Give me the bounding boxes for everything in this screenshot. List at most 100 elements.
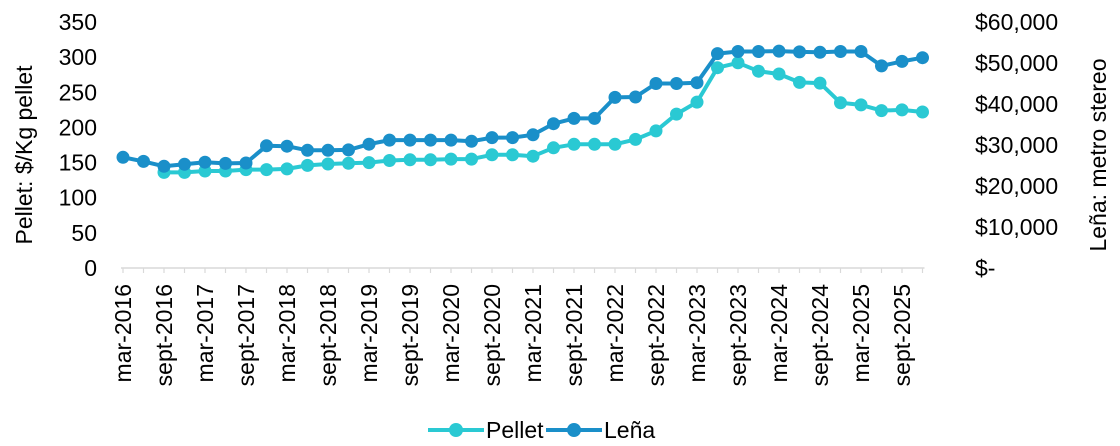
pellet-data-point <box>383 154 396 167</box>
y-right-tick-label: $20,000 <box>975 173 1058 199</box>
x-tick-label: sept-2020 <box>479 284 505 386</box>
lena-data-point <box>198 155 212 169</box>
y-axis-left-label: Pellet: $/Kg pellet <box>11 65 37 245</box>
pellet-data-point <box>813 76 827 90</box>
lena-data-point <box>731 45 745 58</box>
lena-data-point <box>793 45 806 59</box>
y-left-tick-label: 150 <box>59 150 97 176</box>
x-tick-label: mar-2024 <box>766 284 792 383</box>
pellet-data-point <box>424 153 437 167</box>
legend-marker-lena <box>567 423 581 437</box>
y-axis-right-label: Leña: metro stereo <box>1085 58 1111 251</box>
pellet-data-point <box>895 103 909 117</box>
lena-data-point <box>465 134 478 148</box>
pellet-data-point <box>731 56 745 70</box>
pellet-data-point <box>608 137 622 151</box>
pellet-data-point <box>752 64 765 78</box>
y-right-tick-label: $30,000 <box>975 132 1058 158</box>
x-tick-label: sept-2025 <box>889 284 915 386</box>
y-right-tick-label: $10,000 <box>975 214 1058 240</box>
y-right-tick-label: $60,000 <box>975 9 1058 35</box>
x-axis: mar-2016 sept-2016 mar-2017 sept-2017 mar-20… <box>110 268 924 387</box>
lena-data-point <box>362 137 376 151</box>
lena-data-point <box>649 77 663 90</box>
x-tick-label: mar-2019 <box>356 284 382 382</box>
y-right-tick-label: $50,000 <box>975 50 1058 76</box>
y-left-tick-label: 200 <box>59 114 97 140</box>
lena-data-point <box>752 45 765 58</box>
lena-data-point <box>280 139 294 153</box>
lena-data-point <box>588 111 601 125</box>
y-left-tick-label: 100 <box>59 185 97 211</box>
pellet-data-point <box>690 95 704 109</box>
lena-data-point <box>506 131 519 145</box>
lena-data-point <box>711 47 724 61</box>
pellet-data-point <box>526 149 540 163</box>
x-tick-label: mar-2023 <box>684 284 710 382</box>
lena-data-point <box>342 143 355 157</box>
pellet-data-point <box>670 107 683 121</box>
x-tick-label: sept-2019 <box>397 284 423 386</box>
pellet-data-point <box>567 137 581 151</box>
lena-data-point <box>875 59 888 73</box>
plot-area <box>116 44 929 179</box>
x-tick-label: sept-2024 <box>807 284 833 387</box>
lena-data-point <box>895 54 909 68</box>
pellet-data-point <box>772 67 786 81</box>
lena-data-point <box>813 45 827 59</box>
x-tick-label: sept-2016 <box>151 284 177 386</box>
x-tick-label: mar-2016 <box>110 284 136 382</box>
y-right-tick-label: $40,000 <box>975 91 1058 117</box>
lena-data-point <box>772 44 786 58</box>
lena-data-point <box>444 133 458 147</box>
lena-data-point <box>260 139 273 153</box>
lena-data-point <box>137 154 150 168</box>
legend: Pellet Leña <box>428 417 655 443</box>
lena-data-point <box>403 133 417 147</box>
lena-data-point <box>690 76 704 90</box>
lena-data-point <box>301 143 314 157</box>
x-tick-label: mar-2018 <box>274 284 300 382</box>
pellet-data-point <box>260 163 273 177</box>
x-tick-label: sept-2021 <box>561 284 587 386</box>
x-tick-label: mar-2017 <box>192 284 218 382</box>
pellet-data-point <box>793 75 806 89</box>
legend-label-lena: Leña <box>604 417 655 443</box>
pellet-data-point <box>834 96 847 110</box>
lena-data-point <box>567 111 581 125</box>
lena-data-point <box>670 77 683 90</box>
pellet-data-point <box>649 124 663 138</box>
pellet-data-point <box>506 148 519 162</box>
lena-data-point <box>116 150 130 164</box>
x-tick-label: mar-2025 <box>848 284 874 382</box>
x-tick-label: mar-2022 <box>602 284 628 382</box>
pellet-data-point <box>465 152 478 166</box>
x-tick-label: mar-2020 <box>438 284 464 382</box>
x-tick-label: sept-2023 <box>725 284 751 386</box>
pellet-data-point <box>362 156 376 170</box>
lena-data-point <box>157 159 171 173</box>
pellet-data-point <box>711 61 724 75</box>
lena-data-point <box>485 131 499 145</box>
pellet-data-point <box>444 152 458 166</box>
y-left-tick-label: 250 <box>59 79 97 105</box>
pellet-data-point <box>485 148 499 162</box>
y-left-tick-label: 0 <box>84 255 97 281</box>
x-tick-label: sept-2022 <box>643 284 669 386</box>
y-left-tick-label: 350 <box>59 9 97 35</box>
x-tick-label: mar-2021 <box>520 284 546 382</box>
legend-marker-pellet <box>449 423 463 437</box>
pellet-data-point <box>854 98 868 112</box>
x-tick-label: sept-2018 <box>315 284 341 386</box>
lena-data-point <box>383 133 396 147</box>
lena-data-point <box>321 143 335 157</box>
y-left-tick-label: 50 <box>71 220 97 246</box>
series-line-lena <box>122 49 923 169</box>
lena-data-point <box>424 133 437 147</box>
pellet-data-point <box>629 132 642 146</box>
y-axis-left: 0 50 100 150 200 250 300 350 <box>59 9 97 281</box>
pellet-data-point <box>321 157 335 171</box>
lena-data-point <box>219 156 232 170</box>
pellet-data-point <box>342 156 355 170</box>
